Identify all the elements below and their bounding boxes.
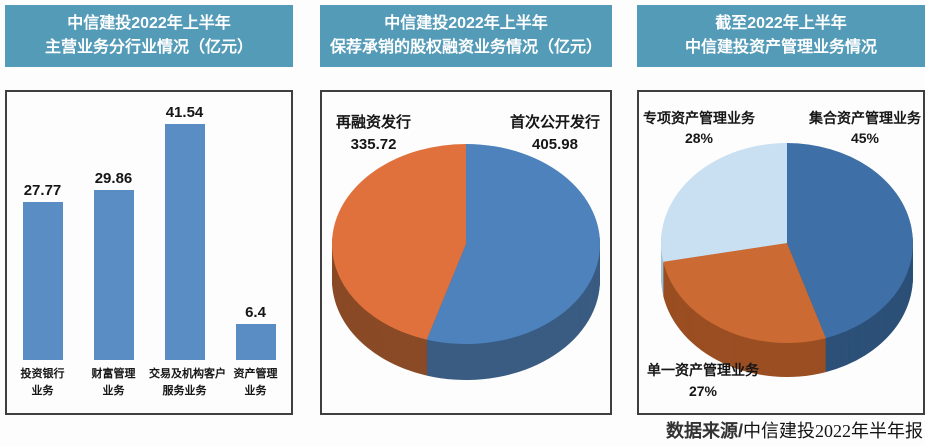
- bar-column: 41.54: [149, 104, 220, 360]
- panel-asset-management: 截至2022年上半年 中信建投资产管理业务情况 专项资产管理业务 28% 集合资…: [637, 5, 925, 415]
- data-source-text: 中信建投2022年半年报: [743, 421, 923, 441]
- bar-column: 29.86: [78, 170, 149, 360]
- pie-label-collective-am-name: 集合资产管理业务: [809, 110, 921, 126]
- pie-label-refinancing-value: 335.72: [350, 135, 397, 153]
- bar-value-label: 6.4: [245, 304, 266, 321]
- pie-label-collective-am-value: 45%: [850, 130, 880, 147]
- pie-label-special-am-value: 28%: [684, 130, 714, 147]
- pie-label-ipo-name: 首次公开发行: [509, 114, 600, 131]
- bar-value-label: 27.77: [23, 182, 62, 199]
- bar: [22, 202, 63, 360]
- pie-label-refinancing-name: 再融资发行: [336, 114, 412, 131]
- pie-label-ipo: 首次公开发行 405.98: [510, 112, 600, 156]
- pie-chart-asset-mgmt: 专项资产管理业务 28% 集合资产管理业务 45% 单一资产管理业务 27%: [637, 90, 925, 415]
- bar-category-label: 投资银行 业务: [20, 368, 65, 398]
- bar-chart-plot: 27.77 29.86 41.54 6.4: [7, 92, 291, 360]
- pie-label-collective-am: 集合资产管理业务 45%: [809, 108, 921, 149]
- bar-value-label: 29.86: [94, 170, 133, 187]
- pie-label-ipo-value: 405.98: [532, 135, 578, 153]
- panel-equity-financing: 中信建投2022年上半年 保荐承销的股权融资业务情况（亿元） 再融资发行 335…: [320, 5, 612, 415]
- panel1-header: 中信建投2022年上半年 主营业务分行业情况（亿元）: [5, 5, 293, 67]
- panel3-title-line1: 截至2022年上半年: [715, 15, 847, 33]
- panel-main-business: 中信建投2022年上半年 主营业务分行业情况（亿元） 27.77 29.86 41.…: [5, 5, 293, 415]
- bar-category-label: 财富管理 业务: [91, 368, 136, 398]
- bar: [164, 124, 205, 360]
- bar-category-label: 资产管理 业务: [233, 368, 278, 398]
- pie-chart-equity: 再融资发行 335.72 首次公开发行 405.98: [320, 90, 612, 415]
- pie-slice: [663, 243, 826, 343]
- panel1-title-line2: 主营业务分行业情况（亿元）: [44, 38, 253, 56]
- panel2-title-line1: 中信建投2022年上半年: [384, 15, 548, 33]
- bar-chart-categories: 投资银行 业务 财富管理 业务 交易及机构客户 服务业务 资产管理 业务: [7, 366, 291, 400]
- pie-3d-svg: [660, 143, 913, 377]
- pie-label-refinancing: 再融资发行 335.72: [336, 112, 411, 156]
- data-source-prefix: 数据来源/: [665, 421, 743, 441]
- panel2-title-line2: 保荐承销的股权融资业务情况（亿元）: [329, 38, 602, 56]
- pie-slice: [787, 143, 913, 339]
- pie-slice: [332, 144, 466, 340]
- bar-category-label: 交易及机构客户 服务业务: [149, 368, 226, 398]
- pie-label-single-am-name: 单一资产管理业务: [647, 362, 759, 379]
- pie-3d-svg: [332, 144, 601, 380]
- pie-slice: [426, 144, 601, 344]
- pie-slice: [660, 143, 787, 262]
- bar: [93, 190, 134, 360]
- bar-column: 27.77: [7, 182, 78, 360]
- bar-value-label: 41.54: [165, 104, 204, 121]
- pie-label-single-am: 单一资产管理业务 27%: [647, 360, 759, 401]
- bar: [235, 324, 276, 360]
- panel2-header: 中信建投2022年上半年 保荐承销的股权融资业务情况（亿元）: [320, 5, 612, 67]
- data-source: 数据来源/中信建投2022年半年报: [666, 417, 923, 443]
- panel1-title-line1: 中信建投2022年上半年: [67, 15, 231, 33]
- pie-equity-canvas: [322, 92, 610, 413]
- bar-chart: 27.77 29.86 41.54 6.4 投资银行 业务 财富管理 业务 交易及机构客户 服务…: [5, 90, 293, 415]
- pie-asset-mgmt-canvas: [639, 92, 923, 413]
- panel3-header: 截至2022年上半年 中信建投资产管理业务情况: [637, 5, 925, 67]
- panel3-title-line2: 中信建投资产管理业务情况: [684, 38, 877, 56]
- pie-label-special-am: 专项资产管理业务 28%: [643, 108, 755, 149]
- pie-label-special-am-name: 专项资产管理业务: [643, 110, 755, 126]
- pie-label-single-am-value: 27%: [688, 382, 718, 399]
- bar-column: 6.4: [220, 304, 291, 360]
